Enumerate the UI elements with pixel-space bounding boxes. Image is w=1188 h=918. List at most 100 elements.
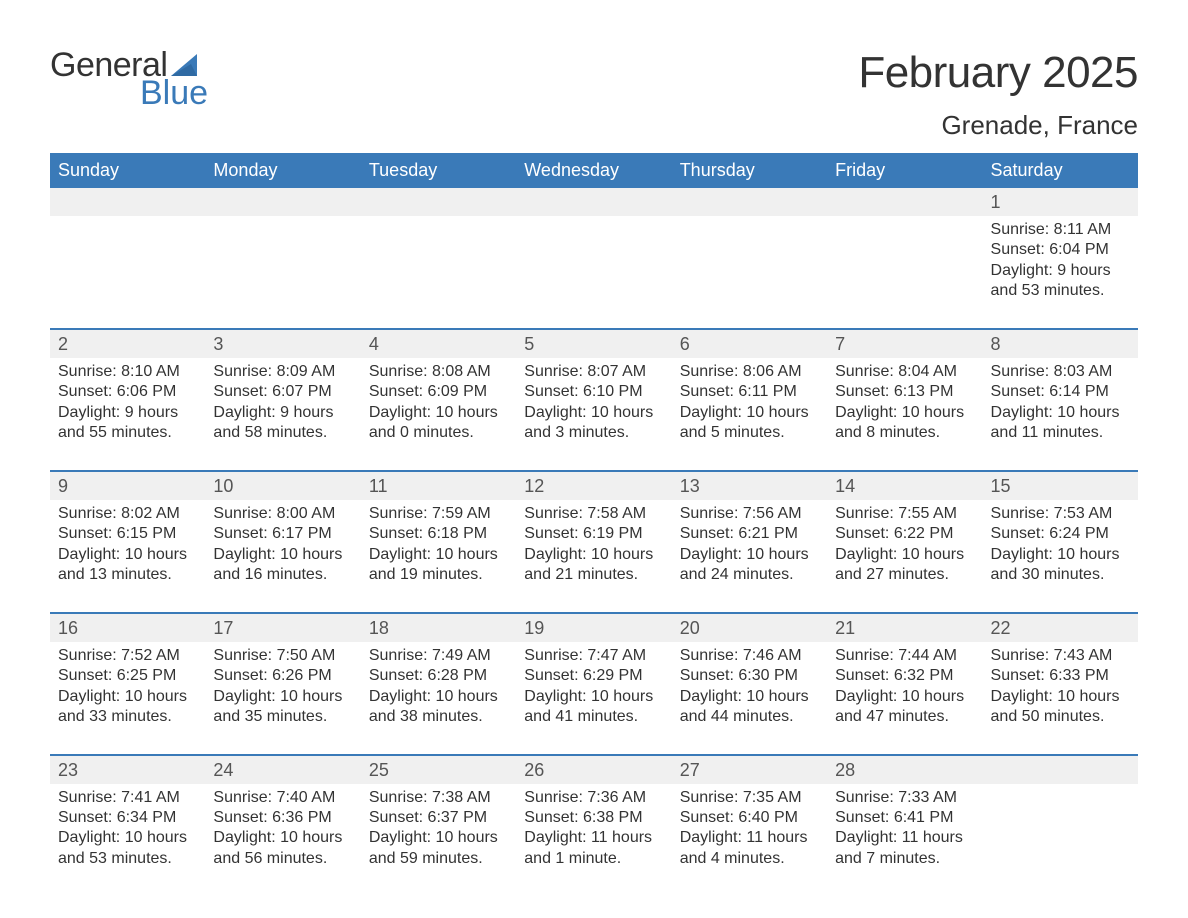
weekday-header: Saturday (983, 153, 1138, 188)
daynum-row: 1 (50, 188, 1138, 216)
day-cell: Sunrise: 7:58 AMSunset: 6:19 PMDaylight:… (516, 500, 671, 586)
weekday-header-row: SundayMondayTuesdayWednesdayThursdayFrid… (50, 153, 1138, 188)
sunrise-line: Sunrise: 7:49 AM (369, 646, 508, 666)
daynum-row: 2345678 (50, 328, 1138, 358)
sunrise-line: Sunrise: 8:08 AM (369, 362, 508, 382)
daylight-line: Daylight: 11 hours and 1 minute. (524, 828, 663, 869)
day-number: 16 (50, 614, 205, 642)
detail-row: Sunrise: 8:02 AMSunset: 6:15 PMDaylight:… (50, 500, 1138, 612)
weekday-header: Friday (827, 153, 982, 188)
sunrise-line: Sunrise: 7:46 AM (680, 646, 819, 666)
sunrise-line: Sunrise: 7:40 AM (213, 788, 352, 808)
sunrise-line: Sunrise: 7:38 AM (369, 788, 508, 808)
sunrise-line: Sunrise: 7:41 AM (58, 788, 197, 808)
day-cell (50, 216, 205, 302)
sunrise-line: Sunrise: 8:09 AM (213, 362, 352, 382)
sunset-line: Sunset: 6:30 PM (680, 666, 819, 686)
daylight-line: Daylight: 10 hours and 56 minutes. (213, 828, 352, 869)
day-number: 5 (516, 330, 671, 358)
day-cell: Sunrise: 7:38 AMSunset: 6:37 PMDaylight:… (361, 784, 516, 870)
day-number: 9 (50, 472, 205, 500)
sunset-line: Sunset: 6:06 PM (58, 382, 197, 402)
day-number: 20 (672, 614, 827, 642)
daylight-line: Daylight: 10 hours and 8 minutes. (835, 403, 974, 444)
sunset-line: Sunset: 6:18 PM (369, 524, 508, 544)
calendar: SundayMondayTuesdayWednesdayThursdayFrid… (50, 153, 1138, 879)
weekday-header: Wednesday (516, 153, 671, 188)
day-number: 4 (361, 330, 516, 358)
sunset-line: Sunset: 6:28 PM (369, 666, 508, 686)
day-number: 10 (205, 472, 360, 500)
daynum-row: 16171819202122 (50, 612, 1138, 642)
logo: General Blue (50, 48, 208, 110)
day-cell: Sunrise: 7:44 AMSunset: 6:32 PMDaylight:… (827, 642, 982, 728)
day-number (361, 188, 516, 216)
day-number: 12 (516, 472, 671, 500)
day-cell: Sunrise: 7:41 AMSunset: 6:34 PMDaylight:… (50, 784, 205, 870)
day-number: 15 (983, 472, 1138, 500)
sunrise-line: Sunrise: 7:36 AM (524, 788, 663, 808)
sunset-line: Sunset: 6:41 PM (835, 808, 974, 828)
detail-row: Sunrise: 8:11 AMSunset: 6:04 PMDaylight:… (50, 216, 1138, 328)
day-cell: Sunrise: 7:50 AMSunset: 6:26 PMDaylight:… (205, 642, 360, 728)
daylight-line: Daylight: 10 hours and 47 minutes. (835, 687, 974, 728)
sunrise-line: Sunrise: 7:47 AM (524, 646, 663, 666)
day-number (827, 188, 982, 216)
daylight-line: Daylight: 9 hours and 53 minutes. (991, 261, 1130, 302)
daylight-line: Daylight: 9 hours and 55 minutes. (58, 403, 197, 444)
day-number: 24 (205, 756, 360, 784)
day-cell: Sunrise: 7:47 AMSunset: 6:29 PMDaylight:… (516, 642, 671, 728)
sunset-line: Sunset: 6:36 PM (213, 808, 352, 828)
daylight-line: Daylight: 9 hours and 58 minutes. (213, 403, 352, 444)
daylight-line: Daylight: 10 hours and 0 minutes. (369, 403, 508, 444)
day-cell: Sunrise: 7:43 AMSunset: 6:33 PMDaylight:… (983, 642, 1138, 728)
day-cell: Sunrise: 7:49 AMSunset: 6:28 PMDaylight:… (361, 642, 516, 728)
day-cell (827, 216, 982, 302)
sunset-line: Sunset: 6:24 PM (991, 524, 1130, 544)
day-number: 7 (827, 330, 982, 358)
sunset-line: Sunset: 6:32 PM (835, 666, 974, 686)
day-number: 17 (205, 614, 360, 642)
day-number (983, 756, 1138, 784)
day-number: 3 (205, 330, 360, 358)
sunrise-line: Sunrise: 7:52 AM (58, 646, 197, 666)
sunrise-line: Sunrise: 7:53 AM (991, 504, 1130, 524)
sunrise-line: Sunrise: 7:58 AM (524, 504, 663, 524)
week-block: 2345678Sunrise: 8:10 AMSunset: 6:06 PMDa… (50, 328, 1138, 470)
sunrise-line: Sunrise: 7:50 AM (213, 646, 352, 666)
sunset-line: Sunset: 6:13 PM (835, 382, 974, 402)
day-number: 13 (672, 472, 827, 500)
daylight-line: Daylight: 10 hours and 50 minutes. (991, 687, 1130, 728)
day-number: 25 (361, 756, 516, 784)
sunrise-line: Sunrise: 8:11 AM (991, 220, 1130, 240)
sunset-line: Sunset: 6:04 PM (991, 240, 1130, 260)
day-number: 26 (516, 756, 671, 784)
page-title: February 2025 (858, 48, 1138, 98)
day-number: 27 (672, 756, 827, 784)
sunrise-line: Sunrise: 8:07 AM (524, 362, 663, 382)
day-cell (516, 216, 671, 302)
sunrise-line: Sunrise: 7:35 AM (680, 788, 819, 808)
day-cell: Sunrise: 8:00 AMSunset: 6:17 PMDaylight:… (205, 500, 360, 586)
sunset-line: Sunset: 6:22 PM (835, 524, 974, 544)
day-cell: Sunrise: 8:03 AMSunset: 6:14 PMDaylight:… (983, 358, 1138, 444)
day-number: 6 (672, 330, 827, 358)
week-block: 232425262728Sunrise: 7:41 AMSunset: 6:34… (50, 754, 1138, 880)
daylight-line: Daylight: 10 hours and 38 minutes. (369, 687, 508, 728)
day-number: 8 (983, 330, 1138, 358)
sunset-line: Sunset: 6:11 PM (680, 382, 819, 402)
daylight-line: Daylight: 11 hours and 4 minutes. (680, 828, 819, 869)
daylight-line: Daylight: 10 hours and 35 minutes. (213, 687, 352, 728)
detail-row: Sunrise: 8:10 AMSunset: 6:06 PMDaylight:… (50, 358, 1138, 470)
sunset-line: Sunset: 6:07 PM (213, 382, 352, 402)
day-cell: Sunrise: 7:40 AMSunset: 6:36 PMDaylight:… (205, 784, 360, 870)
sunset-line: Sunset: 6:19 PM (524, 524, 663, 544)
daylight-line: Daylight: 10 hours and 3 minutes. (524, 403, 663, 444)
detail-row: Sunrise: 7:52 AMSunset: 6:25 PM Daylight:… (50, 642, 1138, 754)
daylight-line: Daylight: 10 hours and 13 minutes. (58, 545, 197, 586)
day-cell: Sunrise: 8:06 AMSunset: 6:11 PMDaylight:… (672, 358, 827, 444)
sunrise-line: Sunrise: 7:55 AM (835, 504, 974, 524)
sunset-line: Sunset: 6:17 PM (213, 524, 352, 544)
sunset-line: Sunset: 6:25 PM (58, 666, 197, 686)
day-cell: Sunrise: 7:36 AMSunset: 6:38 PMDaylight:… (516, 784, 671, 870)
